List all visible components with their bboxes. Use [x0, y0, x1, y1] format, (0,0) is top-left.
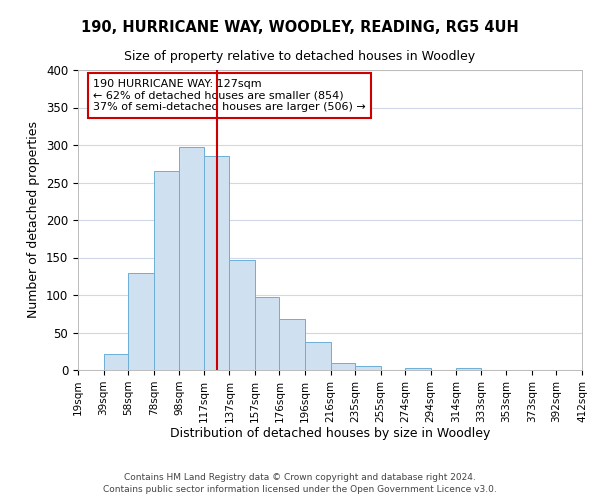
- Bar: [203, 156, 229, 370]
- Bar: [331, 362, 355, 370]
- Bar: [179, 146, 203, 370]
- X-axis label: Distribution of detached houses by size in Woodley: Distribution of detached houses by size …: [170, 428, 490, 440]
- Text: Contains public sector information licensed under the Open Government Licence v3: Contains public sector information licen…: [103, 485, 497, 494]
- Y-axis label: Number of detached properties: Number of detached properties: [28, 122, 40, 318]
- Bar: [128, 272, 154, 370]
- Text: Size of property relative to detached houses in Woodley: Size of property relative to detached ho…: [124, 50, 476, 63]
- Bar: [255, 296, 280, 370]
- Text: Contains HM Land Registry data © Crown copyright and database right 2024.: Contains HM Land Registry data © Crown c…: [124, 472, 476, 482]
- Bar: [280, 319, 305, 370]
- Text: 190, HURRICANE WAY, WOODLEY, READING, RG5 4UH: 190, HURRICANE WAY, WOODLEY, READING, RG…: [81, 20, 519, 35]
- Bar: [405, 368, 431, 370]
- Bar: [104, 354, 128, 370]
- Bar: [154, 171, 179, 370]
- Bar: [305, 342, 331, 370]
- Bar: [457, 368, 481, 370]
- Text: 190 HURRICANE WAY: 127sqm
← 62% of detached houses are smaller (854)
37% of semi: 190 HURRICANE WAY: 127sqm ← 62% of detac…: [93, 79, 366, 112]
- Bar: [355, 366, 380, 370]
- Bar: [229, 260, 255, 370]
